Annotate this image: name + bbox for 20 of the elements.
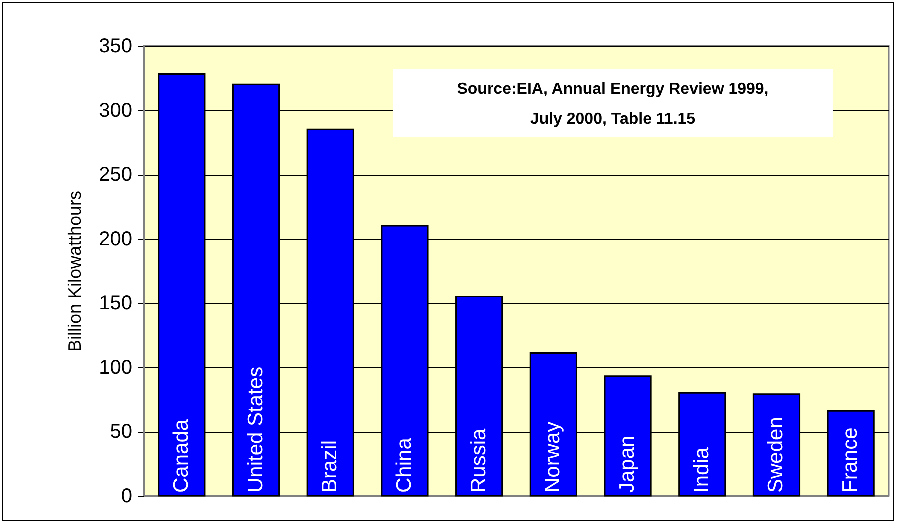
- x-tick-label: Brazil: [318, 440, 342, 493]
- y-tick-label: 350: [99, 36, 132, 58]
- x-tick-label: Norway: [542, 421, 565, 493]
- y-tick-label: 200: [99, 228, 132, 250]
- x-tick-label: Japan: [616, 436, 640, 493]
- x-tick-label: Sweden: [764, 417, 788, 493]
- x-tick-label: France: [839, 428, 862, 493]
- y-axis-title: Billion Kilowatthours: [65, 190, 86, 352]
- x-tick-label: Canada: [170, 419, 193, 493]
- y-tick-label: 250: [99, 164, 132, 186]
- annotation: Source:EIA, Annual Energy Review 1999, July 2000, Table 11.15: [456, 80, 770, 130]
- y-tick-label: 0: [121, 486, 132, 508]
- y-tick-label: 300: [99, 100, 132, 122]
- x-tick-label: China: [392, 438, 416, 493]
- x-tick-label: India: [690, 447, 714, 493]
- y-tick-label: 100: [99, 356, 132, 379]
- x-tick-label: Russia: [467, 428, 490, 493]
- x-tick-label: United States: [244, 366, 268, 493]
- y-tick-label: 150: [99, 292, 132, 315]
- y-tick-label: 50: [110, 421, 132, 444]
